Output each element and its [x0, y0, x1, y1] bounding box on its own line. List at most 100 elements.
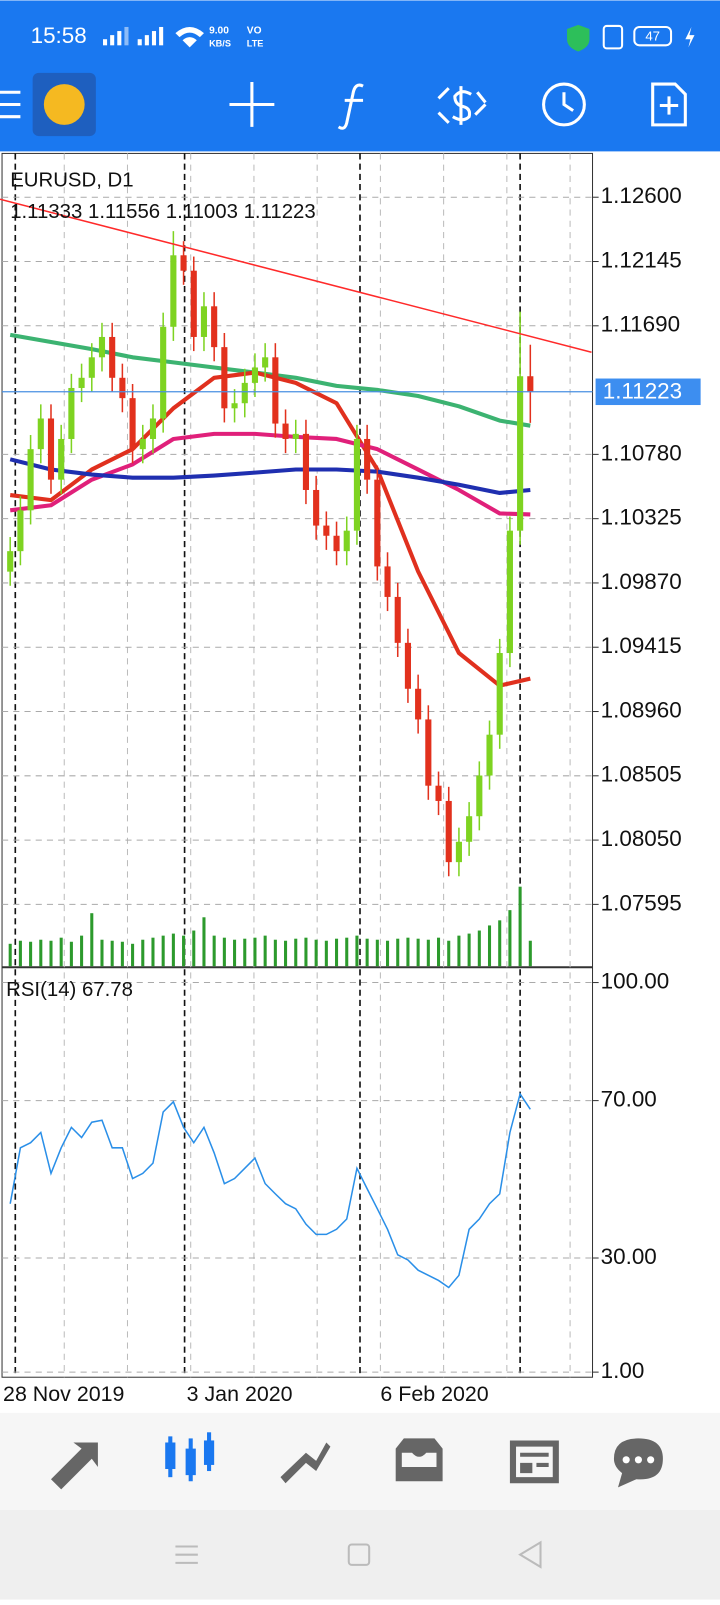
chart-tab[interactable] [165, 1432, 215, 1482]
volume-bar [80, 935, 84, 967]
volume-bar [131, 943, 135, 967]
y-tick-label: 30.00 [601, 1244, 657, 1269]
volume-bar [8, 943, 12, 967]
volume-bar [324, 940, 328, 967]
volume-bar [141, 939, 145, 967]
candle-body [394, 596, 401, 643]
news-tab[interactable] [509, 1440, 559, 1484]
net-speed: 9.00 [209, 26, 229, 37]
candle-body [58, 438, 65, 480]
candle-body [313, 489, 320, 526]
x-tick-label: 6 Feb 2020 [380, 1382, 488, 1406]
charging-icon [685, 26, 695, 48]
volume-bar [110, 940, 114, 967]
network-type: VO [247, 26, 262, 37]
crosshair-button[interactable] [229, 82, 275, 127]
volume-bar [518, 886, 522, 967]
candle-body [88, 357, 95, 378]
volume-bar [273, 939, 277, 967]
y-tick-label: 1.08960 [601, 697, 682, 722]
candle-body [251, 367, 259, 383]
candle-body [109, 336, 116, 378]
volume-bar [396, 938, 400, 967]
volume-bar [365, 938, 369, 967]
volume-bar [487, 925, 492, 967]
candle-body [139, 438, 146, 450]
candle-body [404, 642, 411, 689]
volume-bar [59, 937, 63, 967]
bid-label-bg [595, 378, 701, 406]
candle-body [98, 336, 106, 358]
period-button[interactable] [542, 82, 586, 127]
y-tick-label: 1.11690 [601, 312, 680, 337]
volume-bar [386, 940, 390, 967]
history-tab[interactable] [395, 1438, 443, 1482]
volume-bar [69, 941, 73, 967]
quotes-tab[interactable] [50, 1442, 98, 1490]
menu-button[interactable] [0, 90, 21, 119]
volume-bar [335, 938, 339, 967]
volume-bar [355, 935, 359, 967]
volume-bar [18, 940, 22, 967]
volume-bar [90, 913, 94, 967]
y-tick-label: 1.08050 [601, 826, 682, 851]
volume-bar [345, 937, 349, 967]
home-button[interactable] [347, 1543, 371, 1566]
trendline [0, 198, 592, 353]
system-nav-buttons [175, 1540, 542, 1569]
candle-body [374, 479, 381, 567]
symbol-title: EURUSD, D1 [10, 169, 133, 191]
volume-bar [508, 910, 512, 967]
candle-body [364, 438, 371, 480]
candle-body [353, 438, 360, 531]
trade-tab[interactable] [280, 1442, 331, 1484]
candle-body [343, 530, 350, 552]
candle-body [262, 357, 269, 368]
volume-bar [182, 935, 186, 967]
volume-bar [284, 940, 288, 967]
volume-bar [161, 935, 165, 967]
network-lte: LTE [247, 39, 264, 49]
candle-body [119, 377, 126, 399]
volume-bar [192, 930, 196, 967]
volume-bar [416, 938, 420, 967]
candle-body [496, 653, 503, 735]
candle-body [170, 255, 177, 327]
app-bar [0, 0, 720, 152]
toolbar [0, 82, 687, 130]
volume-bar [29, 941, 33, 967]
recents-button[interactable] [175, 1545, 198, 1564]
indicators-button[interactable] [337, 83, 364, 130]
candle-body [211, 306, 218, 348]
x-tick-label: 3 Jan 2020 [187, 1382, 293, 1406]
candle-body [333, 535, 340, 552]
battery-icon [633, 25, 673, 47]
bottom-nav-icons [50, 1432, 663, 1490]
candle-body [37, 418, 44, 450]
shield-icon [567, 24, 590, 52]
volume-bar [263, 935, 267, 967]
candle-body [221, 347, 228, 409]
bid-label: 1.11223 [603, 379, 682, 404]
volume-bar [233, 939, 237, 967]
volume-bar [304, 937, 308, 967]
net-speed-unit: KB/S [209, 39, 231, 49]
volume-bar [120, 941, 124, 967]
candle-body [445, 800, 452, 863]
trade-button[interactable] [437, 86, 487, 125]
candle-body [282, 423, 289, 439]
volume-bar [314, 939, 318, 967]
candle-body [517, 376, 524, 531]
new-order-button[interactable] [651, 82, 687, 127]
y-tick-label: 1.09870 [601, 569, 682, 594]
back-button[interactable] [518, 1540, 542, 1569]
candle-body [160, 326, 167, 419]
bottom-nav [0, 1412, 720, 1510]
candle-body [527, 376, 534, 392]
candle-body [241, 382, 248, 404]
candle-body [425, 719, 432, 786]
candle-body [272, 357, 279, 424]
app-logo-mark [43, 84, 85, 125]
